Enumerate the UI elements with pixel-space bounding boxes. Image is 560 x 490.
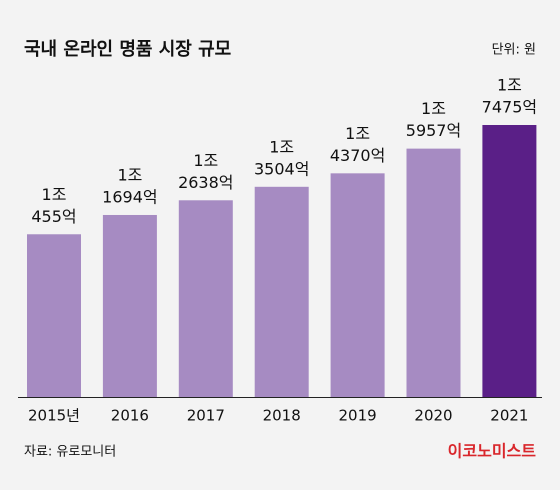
bar <box>27 234 81 397</box>
value-label: 5957억 <box>406 121 461 140</box>
bar <box>330 173 385 397</box>
value-label: 1조 <box>117 165 142 184</box>
value-label: 2638억 <box>178 173 233 192</box>
source: 자료: 유로모니터 <box>24 445 116 460</box>
value-label: 3504억 <box>254 159 309 178</box>
x-tick-label: 2019 <box>339 407 377 425</box>
unit-note: 단위: 원 <box>492 43 536 58</box>
x-tick-label: 2020 <box>414 407 452 425</box>
value-label: 1조 <box>497 76 522 95</box>
bar <box>102 214 157 397</box>
x-tick-label: 2017 <box>187 407 225 425</box>
value-label: 455억 <box>31 207 76 226</box>
x-tick-label: 2015년 <box>28 407 80 425</box>
value-label: 1조 <box>269 137 294 156</box>
brand: 이코노미스트 <box>448 442 537 461</box>
value-label: 1조 <box>193 151 218 170</box>
value-label: 1조 <box>42 185 67 204</box>
bar <box>482 125 537 397</box>
value-label: 1조 <box>421 99 446 118</box>
bar <box>178 200 233 397</box>
value-label: 1694억 <box>102 187 157 206</box>
bar <box>406 148 461 397</box>
value-label: 7475억 <box>482 98 537 117</box>
x-tick-label: 2018 <box>263 407 301 425</box>
value-label: 1조 <box>345 124 370 143</box>
chart-title: 국내 온라인 명품 시장 규모 <box>24 39 231 60</box>
bar <box>254 186 309 397</box>
value-label: 4370억 <box>330 146 385 165</box>
x-tick-label: 2021 <box>490 407 528 425</box>
x-tick-label: 2016 <box>111 407 149 425</box>
